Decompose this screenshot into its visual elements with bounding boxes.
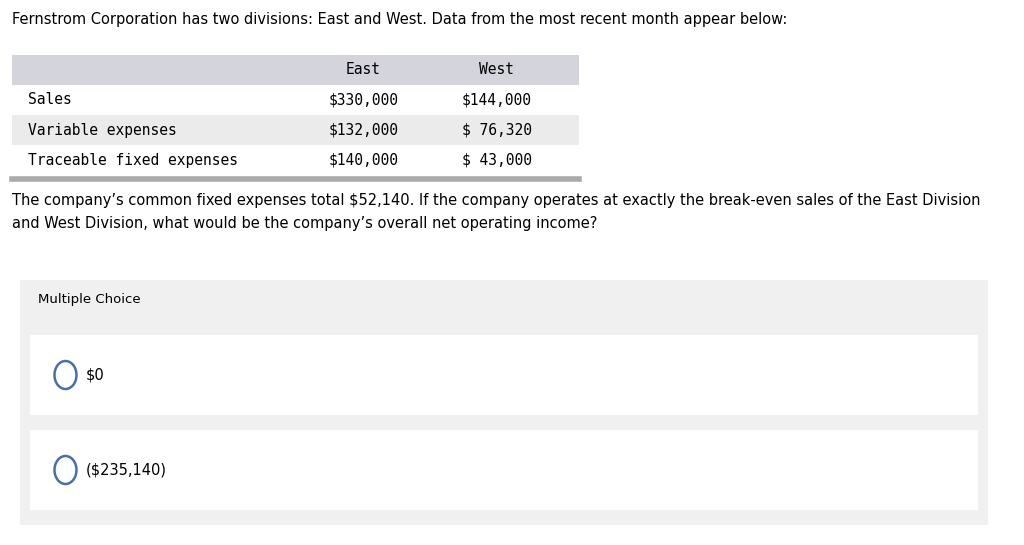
Text: $132,000: $132,000 xyxy=(329,123,398,137)
Bar xyxy=(31,335,978,415)
Text: $140,000: $140,000 xyxy=(329,153,398,167)
Text: The company’s common fixed expenses total $52,140. If the company operates at ex: The company’s common fixed expenses tota… xyxy=(12,193,981,232)
Bar xyxy=(12,115,579,145)
Text: $0: $0 xyxy=(85,367,104,383)
Text: Fernstrom Corporation has two divisions: East and West. Data from the most recen: Fernstrom Corporation has two divisions:… xyxy=(12,12,787,27)
Text: $ 76,320: $ 76,320 xyxy=(462,123,531,137)
Text: Variable expenses: Variable expenses xyxy=(29,123,177,137)
Bar xyxy=(12,145,579,175)
Text: ($235,140): ($235,140) xyxy=(85,463,167,477)
Text: Traceable fixed expenses: Traceable fixed expenses xyxy=(29,153,239,167)
Bar xyxy=(31,430,978,510)
Text: East: East xyxy=(346,63,381,77)
Text: Sales: Sales xyxy=(29,93,73,107)
Bar xyxy=(12,85,579,115)
Text: $144,000: $144,000 xyxy=(462,93,531,107)
Bar xyxy=(12,55,579,85)
Text: Multiple Choice: Multiple Choice xyxy=(39,294,141,306)
Text: $ 43,000: $ 43,000 xyxy=(462,153,531,167)
Text: $330,000: $330,000 xyxy=(329,93,398,107)
Bar xyxy=(20,280,988,525)
Text: West: West xyxy=(479,63,514,77)
